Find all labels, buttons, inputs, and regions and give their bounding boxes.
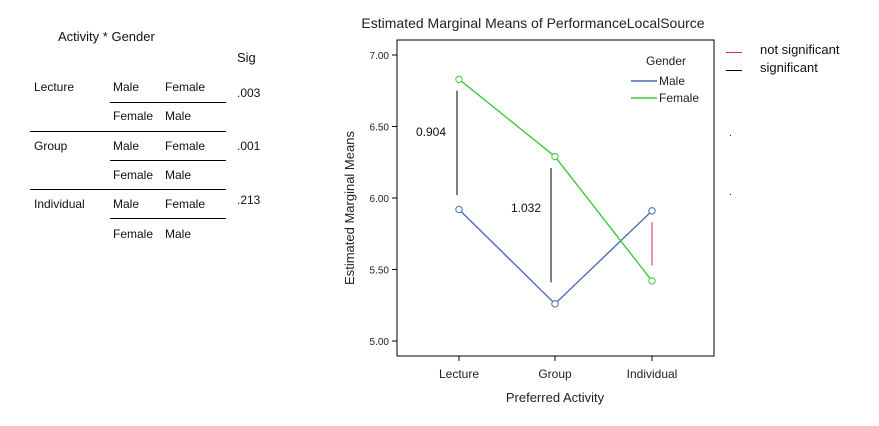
chart-title: Estimated Marginal Means of PerformanceL…	[361, 15, 704, 31]
y-tick-label: 6.00	[370, 194, 390, 205]
sig-header: Sig	[237, 50, 256, 65]
gender-a: Female	[113, 227, 154, 241]
legend-entry: Female	[659, 91, 699, 105]
activity-label: Individual	[34, 197, 85, 211]
data-point	[648, 277, 656, 285]
group-divider	[30, 131, 226, 132]
y-tick-label: 6.50	[370, 123, 390, 134]
gender-a: Male	[113, 197, 140, 211]
gender-b: Male	[165, 227, 192, 241]
gender-a: Male	[113, 139, 140, 153]
series-line-female	[458, 78, 653, 282]
data-point	[455, 75, 463, 84]
series-line-male	[458, 208, 653, 305]
gender-b: Male	[165, 168, 192, 182]
y-tick-label: 5.50	[370, 266, 390, 277]
row-divider	[110, 102, 226, 103]
legend-title: Gender	[646, 54, 686, 68]
difference-label: 0.904	[416, 125, 446, 139]
x-axis: Lecture Group Individual	[439, 356, 677, 381]
gender-a: Female	[113, 109, 154, 123]
x-tick-label: Group	[538, 367, 572, 381]
y-tick-label: 7.00	[370, 51, 390, 62]
data-point	[648, 207, 656, 215]
difference-label: 1.032	[511, 201, 541, 215]
sig-value: .213	[237, 193, 261, 207]
stray-dot: .	[729, 187, 732, 198]
x-tick-label: Lecture	[439, 367, 479, 381]
not-significant-swatch	[726, 52, 742, 53]
gender-b: Female	[165, 197, 206, 211]
gender-b: Female	[165, 80, 206, 94]
y-axis: 5.00 5.50 6.00 6.50 7.00	[370, 51, 397, 348]
sig-value: .003	[237, 86, 261, 100]
data-point	[455, 205, 463, 214]
legend-entry: Male	[659, 74, 685, 88]
not-significant-label: not significant	[760, 42, 840, 57]
x-tick-label: Individual	[627, 367, 678, 381]
gender-a: Female	[113, 168, 154, 182]
activity-label: Group	[34, 139, 68, 153]
annotations: 0.904 1.032	[416, 90, 653, 283]
group-divider	[30, 189, 226, 190]
data-point	[551, 300, 559, 308]
y-tick-label: 5.00	[370, 337, 390, 348]
stray-dot: .	[729, 128, 732, 139]
gender-b: Female	[165, 139, 206, 153]
row-divider	[110, 218, 226, 219]
sig-value: .001	[237, 139, 261, 153]
row-divider	[110, 160, 226, 161]
gender-a: Male	[113, 80, 140, 94]
significant-label: significant	[760, 60, 818, 75]
significant-swatch	[726, 70, 742, 71]
series-lines	[455, 75, 656, 308]
activity-label: Lecture	[34, 80, 75, 94]
data-point	[551, 152, 559, 161]
table-title: Activity * Gender	[58, 29, 155, 44]
y-axis-label: Estimated Marginal Means	[342, 131, 357, 285]
x-axis-label: Preferred Activity	[506, 390, 605, 405]
gender-b: Male	[165, 109, 192, 123]
chart-legend: Gender Male Female	[631, 54, 699, 105]
